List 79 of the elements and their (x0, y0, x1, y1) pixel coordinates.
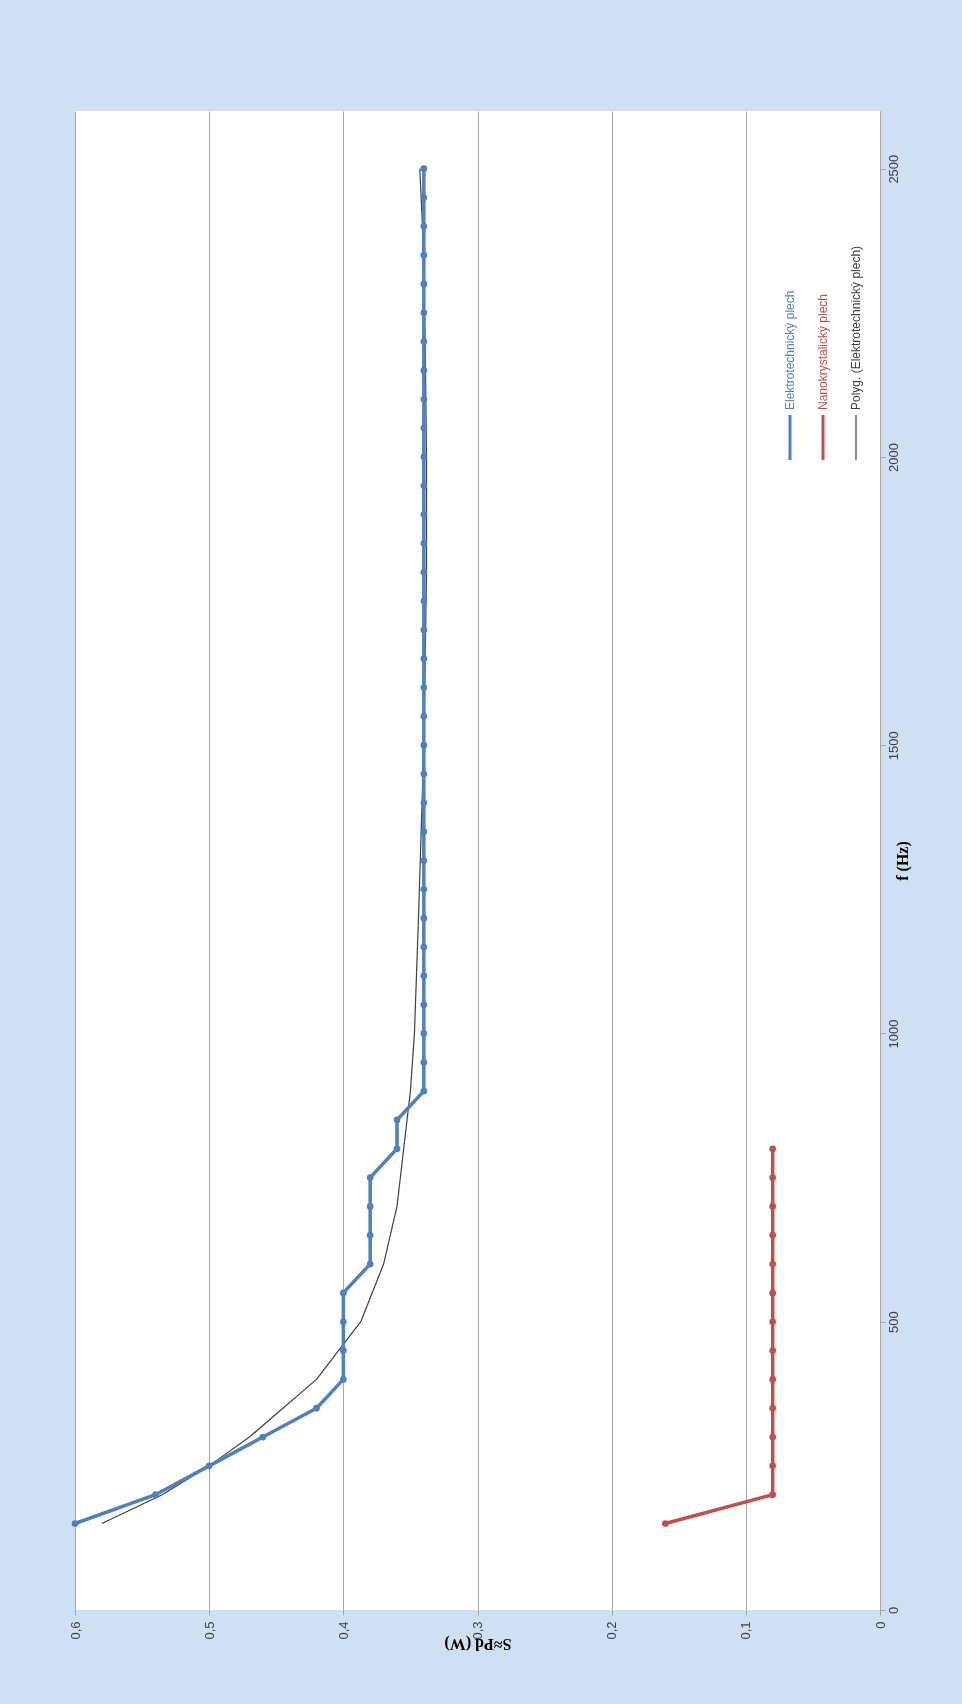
y-axis-title: f (Hz) (893, 841, 912, 881)
point (420, 251, 428, 259)
text: Polyg. (Elektrotechnický plech) (849, 245, 863, 410)
y-tick-label: 500 (885, 1311, 901, 1334)
point (420, 914, 428, 922)
point (769, 1231, 777, 1239)
point (420, 1058, 428, 1066)
point (339, 1289, 347, 1297)
point (769, 1491, 777, 1499)
x-tick-label: 0,4 (335, 1621, 351, 1640)
point (420, 424, 428, 432)
point (420, 885, 428, 893)
point (420, 194, 428, 201)
point (420, 770, 428, 778)
point (393, 1145, 401, 1153)
point (769, 1203, 777, 1210)
point (769, 1462, 777, 1470)
point (205, 1462, 213, 1470)
point (769, 1289, 777, 1297)
y-tick-label: 1500 (885, 731, 901, 761)
point (769, 1347, 777, 1354)
point (71, 1520, 79, 1527)
point (769, 1433, 777, 1441)
x-tick-label: 0,2 (604, 1621, 620, 1640)
point (420, 828, 428, 836)
point (420, 943, 428, 951)
point (420, 165, 428, 172)
point (339, 1318, 347, 1326)
point (420, 1030, 428, 1037)
point (420, 222, 428, 230)
point (420, 972, 428, 980)
x-tick-label: 0,5 (201, 1621, 217, 1640)
y-tick-label: 0 (885, 1606, 901, 1615)
x-tick-label: 0,3 (470, 1621, 485, 1640)
point (420, 280, 428, 288)
point (339, 1376, 347, 1383)
point (420, 568, 428, 576)
y-tick-label: 1000 (885, 1019, 901, 1049)
point (420, 511, 428, 518)
point (259, 1433, 267, 1441)
point (366, 1231, 374, 1239)
point (420, 626, 428, 634)
point (420, 367, 428, 374)
point (420, 857, 428, 864)
point (393, 1116, 401, 1124)
point (420, 309, 428, 317)
point (366, 1203, 374, 1210)
point (420, 655, 428, 663)
point (152, 1491, 159, 1499)
point (420, 684, 428, 691)
text: Nanokrystalický plech (816, 293, 830, 410)
point (339, 1347, 347, 1354)
point (366, 1260, 374, 1268)
point (420, 540, 428, 547)
point (313, 1404, 320, 1412)
y-tick-label: 2500 (885, 154, 901, 184)
text: Elektrotechnický plech (783, 290, 797, 410)
point (769, 1404, 777, 1412)
point (420, 453, 428, 461)
point (769, 1260, 777, 1268)
x-tick-label: 0 (872, 1621, 888, 1629)
point (769, 1174, 777, 1181)
point (769, 1376, 777, 1383)
y-tick-label: 2000 (885, 442, 901, 472)
point (420, 482, 428, 490)
point (769, 1145, 777, 1153)
point (769, 1318, 777, 1326)
point (420, 1087, 428, 1095)
point (420, 395, 428, 403)
point (420, 1001, 428, 1008)
point (420, 799, 428, 807)
point (420, 741, 428, 749)
point (420, 713, 428, 720)
x-tick-label: 0,1 (738, 1621, 754, 1640)
point (366, 1174, 374, 1181)
point (661, 1520, 669, 1527)
point (420, 597, 428, 605)
point (420, 338, 428, 345)
x-tick-label: 0,6 (67, 1621, 83, 1640)
